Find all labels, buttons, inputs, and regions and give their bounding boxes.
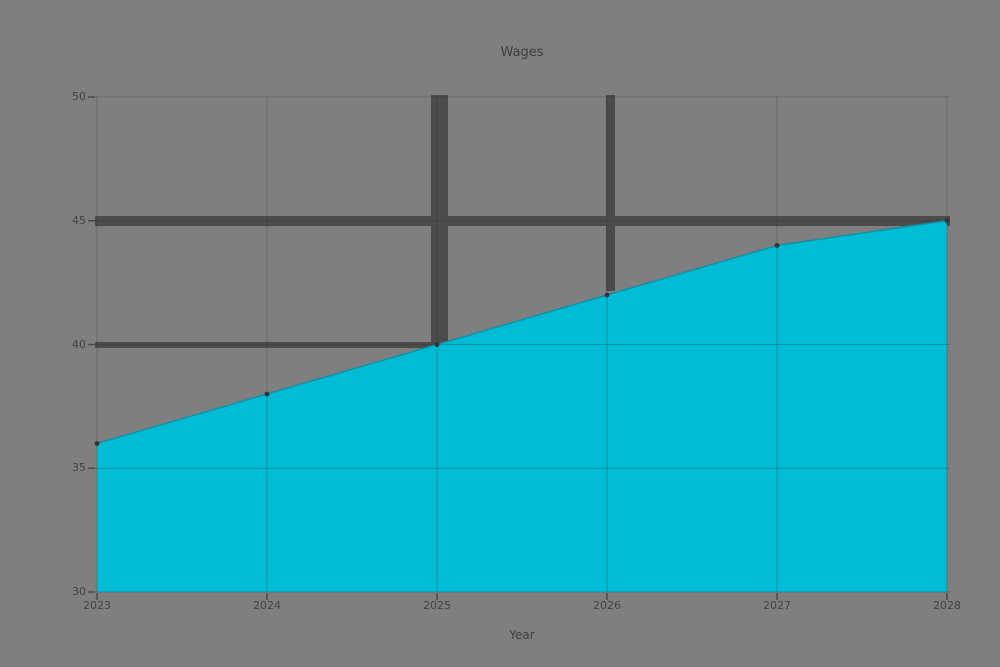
x-tick-label: 2025 <box>423 599 451 612</box>
x-tick-label: 2028 <box>933 599 961 612</box>
data-point-marker <box>604 292 610 298</box>
data-point-marker <box>94 441 100 446</box>
x-axis-title: Year <box>509 628 535 642</box>
data-point-marker <box>774 243 780 248</box>
x-tick-label: 2023 <box>83 599 111 612</box>
area-fill <box>97 220 947 592</box>
x-tick-label: 2027 <box>763 599 791 612</box>
y-tick-label: 40 <box>72 337 86 351</box>
glitch-bar <box>95 342 437 348</box>
y-tick-label: 30 <box>72 585 86 598</box>
chart-title: Wages <box>500 45 544 60</box>
glitch-bar <box>95 216 950 226</box>
y-tick-label: 35 <box>72 461 86 475</box>
data-point-marker <box>944 218 950 224</box>
data-point-marker <box>434 342 440 347</box>
series-line <box>96 220 948 445</box>
y-tick-label: 45 <box>72 213 86 227</box>
x-tick-label: 2024 <box>253 599 281 612</box>
data-point-marker <box>264 391 270 397</box>
glitch-bar <box>606 95 615 291</box>
x-tick-label: 2026 <box>593 599 621 612</box>
y-tick-label: 50 <box>72 90 86 103</box>
